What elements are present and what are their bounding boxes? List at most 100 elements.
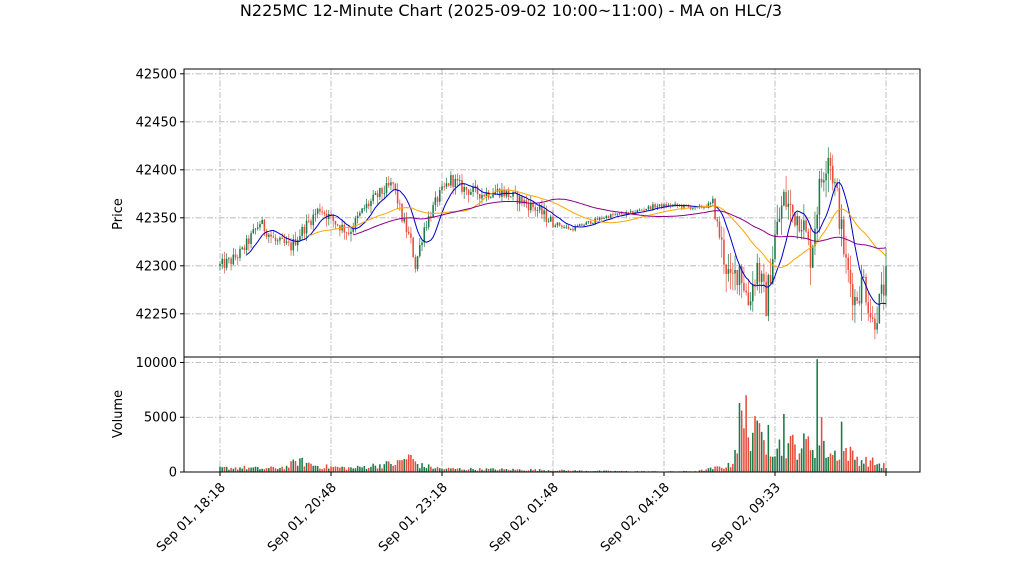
volume-bar xyxy=(481,469,483,472)
candle-body xyxy=(543,210,545,215)
candle-body xyxy=(550,216,552,222)
volume-bar xyxy=(341,466,343,472)
volume-bar xyxy=(550,470,552,472)
x-axis: Sep 01, 18:18 Sep 01, 20:48 Sep 01, 23:18 S… xyxy=(154,472,887,555)
x-tick-label: Sep 02, 09:33 xyxy=(709,480,784,555)
candle-body xyxy=(661,204,663,208)
candle-body xyxy=(470,191,472,195)
candle-body xyxy=(820,178,823,183)
candle-body xyxy=(556,222,559,226)
volume-bar xyxy=(272,466,275,472)
volume-bar xyxy=(259,469,261,472)
price-tick-label: 42300 xyxy=(136,259,177,274)
volume-bar xyxy=(510,470,512,472)
volume-bar xyxy=(825,457,827,472)
volume-bar xyxy=(603,470,605,472)
candle-body xyxy=(616,213,619,215)
candle-body xyxy=(521,196,523,204)
candle-body xyxy=(367,203,370,206)
candle-body xyxy=(376,193,379,198)
volume-bar xyxy=(301,457,303,472)
volume-bar xyxy=(807,436,810,472)
candle-body xyxy=(614,214,616,216)
candle-body xyxy=(259,224,261,228)
volume-bar xyxy=(248,467,250,472)
volume-bar xyxy=(798,453,801,472)
volume-bar xyxy=(430,466,432,472)
volume-bar xyxy=(871,457,874,472)
volume-panel-frame xyxy=(183,356,921,473)
candle-body xyxy=(523,200,525,204)
volume-bar xyxy=(725,467,727,472)
volume-bar xyxy=(292,459,295,472)
volume-bar xyxy=(421,463,423,472)
candle-body xyxy=(572,228,574,231)
volume-bar xyxy=(463,469,465,472)
volume-bar xyxy=(396,460,399,472)
candle-body xyxy=(241,247,243,249)
candle-body xyxy=(474,186,477,187)
volume-bar xyxy=(230,467,232,472)
volume-bar xyxy=(851,450,854,472)
volume-bar xyxy=(867,466,870,472)
volume-bar xyxy=(791,434,794,472)
candle-body xyxy=(665,204,667,207)
candle-body xyxy=(343,224,346,233)
candle-body xyxy=(219,263,221,266)
candle-body xyxy=(585,222,588,225)
candle-body xyxy=(314,213,317,215)
candle-body xyxy=(829,157,832,166)
volume-bar xyxy=(847,460,850,472)
candle-body xyxy=(687,205,690,207)
volume-bar xyxy=(514,469,517,472)
volume-bar xyxy=(494,469,497,472)
candle-body xyxy=(538,206,541,211)
volume-bar xyxy=(419,468,421,472)
volume-bar xyxy=(736,453,739,472)
volume-bar xyxy=(709,467,712,472)
volume-bar xyxy=(527,470,530,472)
candle-body xyxy=(467,190,470,195)
volume-bar xyxy=(334,466,337,472)
candle-body xyxy=(709,202,712,204)
volume-bar xyxy=(347,467,350,472)
x-tick-label: Sep 02, 01:48 xyxy=(487,480,562,555)
volume-bar xyxy=(221,467,223,472)
candle-body xyxy=(780,205,783,219)
candle-body xyxy=(412,237,414,258)
candle-body xyxy=(296,240,299,246)
volume-bar xyxy=(829,453,832,472)
volume-bar xyxy=(723,468,725,472)
candle-body xyxy=(436,197,439,202)
volume-bar xyxy=(312,465,315,472)
volume-bar xyxy=(472,469,474,472)
volume-bar xyxy=(470,467,472,472)
candle-body xyxy=(874,318,876,330)
volume-bar xyxy=(541,470,543,472)
volume-bar xyxy=(245,469,248,472)
volume-bar xyxy=(885,467,887,472)
volume-bar xyxy=(598,470,601,472)
candle-body xyxy=(261,219,263,225)
candle-body xyxy=(361,208,363,213)
volume-bar xyxy=(490,468,492,472)
moving-average-line xyxy=(246,182,887,305)
candle-body xyxy=(621,213,623,215)
volume-bar xyxy=(228,469,230,472)
volume-bar xyxy=(831,455,834,472)
candle-body xyxy=(885,266,887,296)
volume-bar xyxy=(370,466,372,472)
volume-bar xyxy=(818,445,821,472)
candle-body xyxy=(510,196,512,198)
candle-body xyxy=(272,236,275,238)
candle-body xyxy=(256,227,259,229)
candle-body xyxy=(379,188,381,198)
volume-bar xyxy=(239,467,241,472)
candle-body xyxy=(851,284,854,306)
candle-body xyxy=(328,214,330,219)
volume-bar xyxy=(390,463,392,472)
candle-body xyxy=(545,210,548,222)
volume-bar xyxy=(450,468,452,472)
volume-bar xyxy=(478,467,481,472)
volume-bar xyxy=(439,468,441,472)
